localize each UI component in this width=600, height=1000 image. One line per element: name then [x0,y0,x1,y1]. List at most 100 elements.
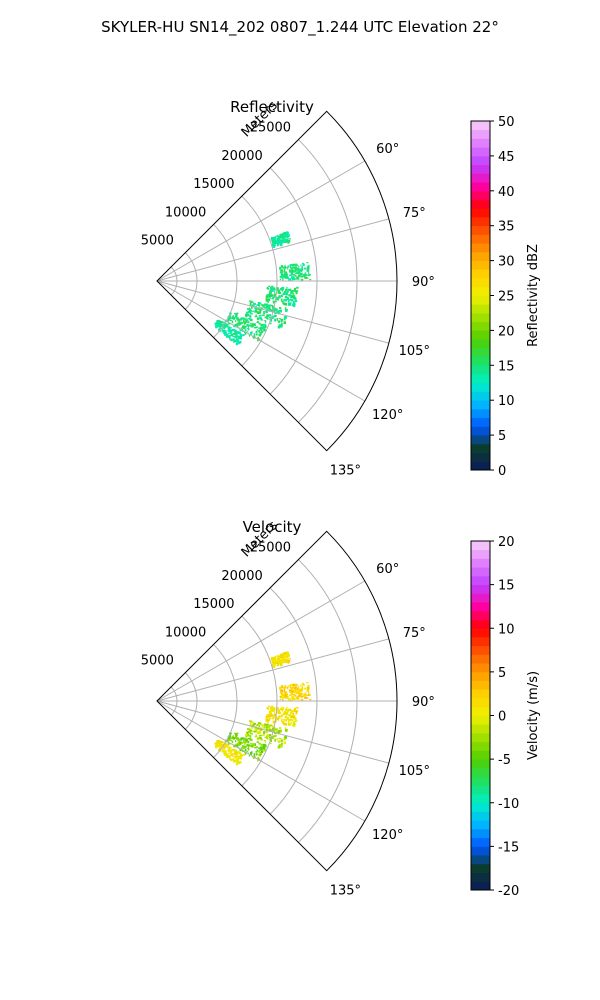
echo-gate [227,319,229,323]
echo-gate [244,325,247,328]
echo-gate [298,272,300,274]
echo-gate [277,235,280,239]
echo-gate [251,730,254,732]
echo-gate [215,325,217,328]
echo-gate [268,717,271,719]
colorbar-band [471,190,490,200]
echo-gate [264,736,267,739]
echo-gate [281,295,283,298]
echo-gate [277,661,279,664]
echo-gate [296,271,298,275]
echo-gate [278,238,281,241]
colorbar-tick-label: 35 [498,220,515,235]
colorbar-band [471,558,490,568]
echo-gate [249,723,252,727]
echo-gate [265,297,267,299]
colorbar-band [471,575,490,586]
echo-gate [247,744,250,746]
echo-gate [296,286,299,289]
echo-gate [280,237,284,239]
echo-gate [273,237,276,239]
echo-gate [282,266,286,269]
echo-gate [286,239,289,241]
echo-gate [282,713,285,715]
echo-gate [284,275,288,279]
echo-gate [289,266,292,269]
echo-gate [272,300,275,304]
echo-gate [284,691,286,694]
echo-gate [289,722,291,726]
echo-gate [234,735,238,738]
echo-gate [284,719,286,721]
echo-gate [291,716,295,719]
echo-gate [261,319,263,321]
echo-gate [279,727,282,730]
colorbar-band [471,549,490,559]
colorbar-band [471,269,490,279]
colorbar-band [471,121,490,131]
echo-gate [273,296,275,298]
echo-gate [289,684,291,687]
echo-gate [239,333,242,336]
echo-gate [259,730,262,734]
echo-gate [253,302,256,306]
echo-gate [232,335,236,338]
echo-gate [247,748,250,750]
echo-gate [223,745,227,748]
echo-gate [256,749,258,752]
echo-gate [274,236,276,238]
echo-gate [219,745,222,749]
echo-gate [290,299,293,302]
echo-gate [236,322,239,324]
echo-gate [245,738,248,742]
echo-gate [273,657,276,659]
echo-gate [279,291,282,294]
echo-gate [270,286,273,290]
echo-gate [278,235,281,238]
echo-gate [291,724,295,727]
echo-gate [283,235,286,239]
echo-gate [288,658,291,660]
echo-gate [235,755,238,758]
echo-gate [297,687,300,691]
colorbar-band [471,400,490,410]
echo-gate [263,328,266,332]
echo-gate [275,308,278,311]
echo-gate [250,300,253,303]
echo-gate [267,305,270,308]
echo-gate [258,753,262,757]
echo-gate [277,237,280,240]
echo-gate [236,732,239,734]
echo-gate [269,322,272,325]
echo-gate [256,742,259,743]
echo-gate [250,745,254,748]
echo-gate [240,327,242,329]
echo-gate [287,289,289,293]
colorbar-band [471,347,490,357]
colorbar-band [471,715,490,725]
echo-gate [265,294,268,296]
echo-gate [268,705,271,707]
echo-gate [253,747,256,749]
echo-gate [254,746,257,749]
echo-gate [237,331,240,335]
echo-gate [235,745,238,747]
echo-gate [289,302,291,306]
echo-gate [265,309,268,313]
echo-gate [280,693,284,697]
echo-gate [292,720,295,724]
echo-gate [236,742,239,746]
echo-gate [252,324,256,326]
echo-gate [240,754,243,756]
echo-gate [298,691,301,693]
colorbar-band [471,260,490,270]
echo-gate [232,755,236,758]
colorbar-band [471,636,490,647]
colorbar-band [471,776,490,786]
echo-gate [285,292,288,295]
echo-gate [293,298,296,300]
echo-gate [217,741,221,744]
echo-gate [274,656,276,658]
echo-gate [231,748,235,752]
echo-gate [229,749,231,752]
